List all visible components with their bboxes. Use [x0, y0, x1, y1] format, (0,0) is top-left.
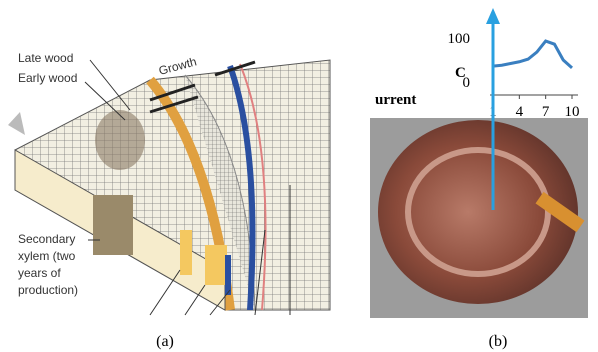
x-tick-label: 7: [542, 104, 550, 120]
y-label: urrent: [375, 92, 416, 108]
panel-caption: (b): [489, 333, 508, 350]
label-secondary-xylem: years of: [18, 266, 61, 280]
y-label: C: [455, 65, 466, 81]
label-secondary-xylem: Secondary: [18, 232, 75, 246]
label-secondary-xylem: xylem (two: [18, 249, 76, 263]
data-line: [493, 41, 572, 68]
x-tick-label: 4: [516, 104, 524, 120]
panel-caption: (a): [156, 333, 174, 350]
label-growth: Growth: [157, 54, 198, 78]
probe-arrowhead: [486, 8, 500, 24]
wood-diagram: Late wood Early wood Growth Secondary xyl…: [8, 51, 330, 315]
photo: [370, 118, 588, 318]
label-secondary-xylem: production): [18, 283, 78, 297]
x-tick-label: 10: [565, 104, 580, 120]
y-tick-label: 100: [448, 31, 471, 47]
label-early-wood: Early wood: [18, 71, 77, 85]
label-late-wood: Late wood: [18, 51, 73, 65]
figure: Late wood Early wood Growth Secondary xyl…: [0, 0, 598, 352]
